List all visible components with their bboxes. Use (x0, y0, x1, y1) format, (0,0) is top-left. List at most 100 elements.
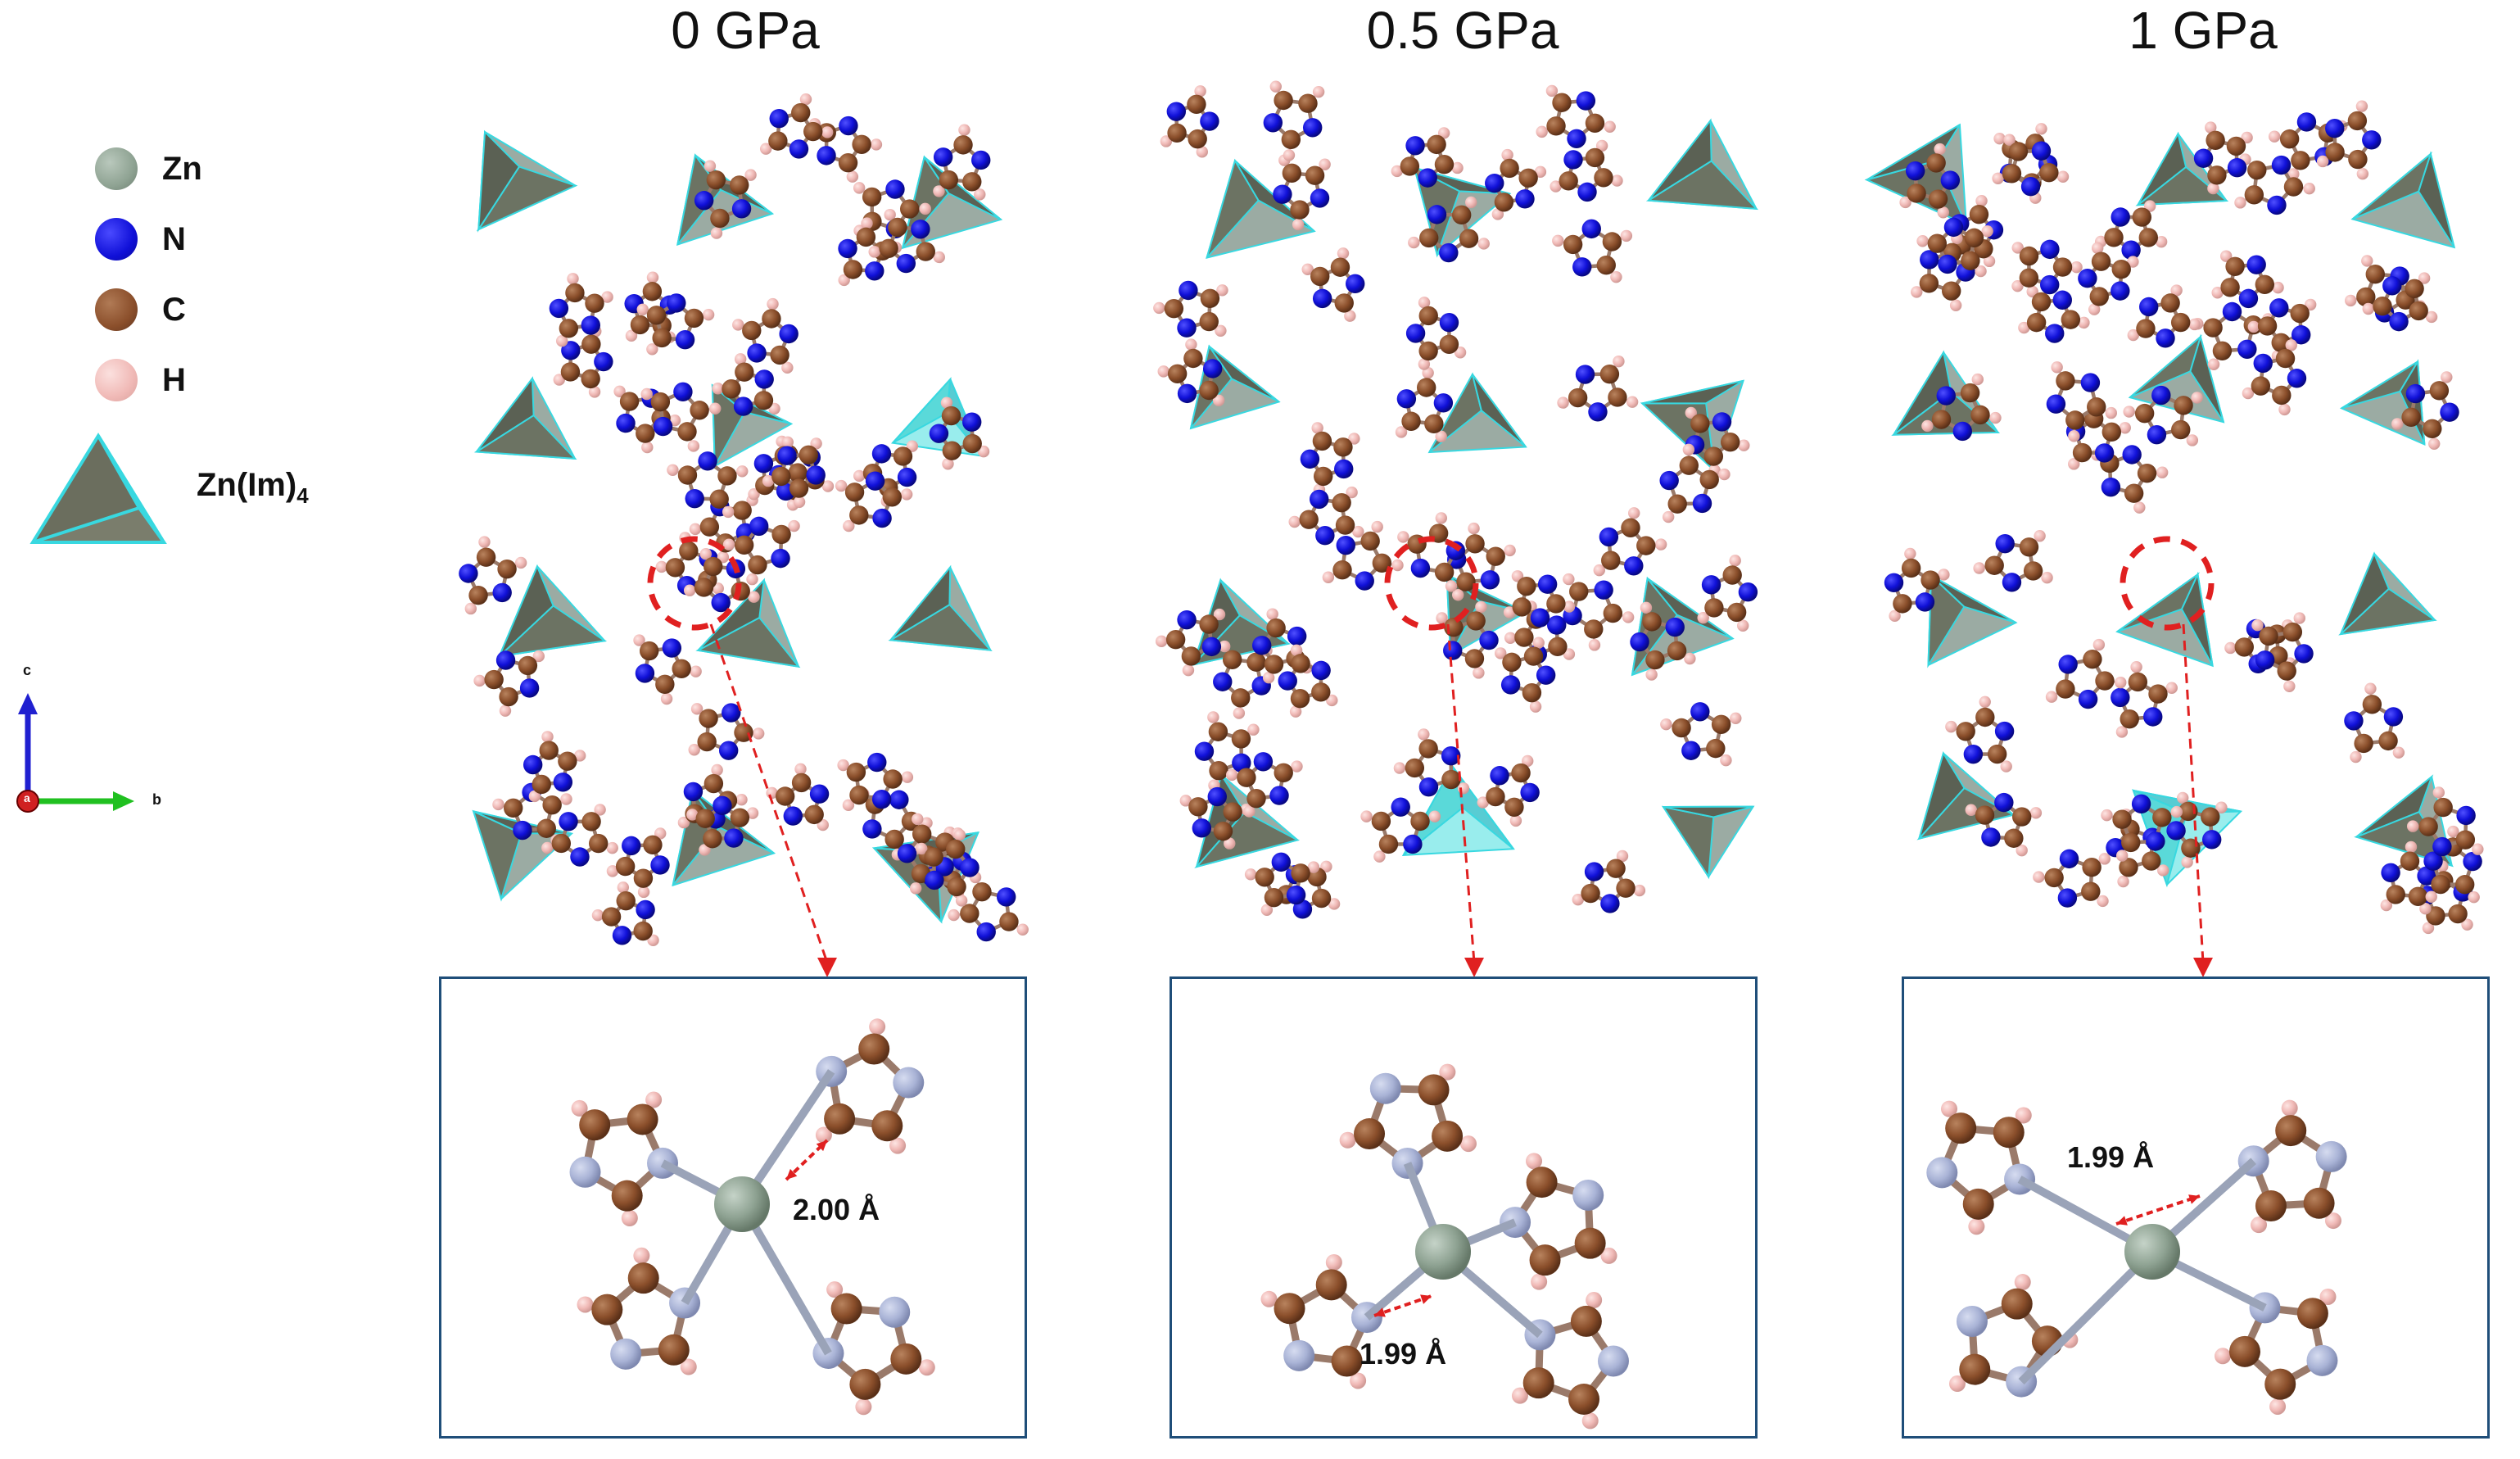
nitrogen-atom (1302, 118, 1323, 138)
carbon-atom (1514, 628, 1534, 647)
hydrogen-atom (1622, 611, 1635, 623)
hydrogen-atom (1529, 700, 1542, 713)
nitrogen-atom (809, 784, 830, 804)
nitrogen-atom (1418, 777, 1439, 797)
nitrogen-atom (1572, 1179, 1604, 1211)
hydrogen-atom (722, 505, 735, 519)
carbon-atom (679, 541, 699, 561)
carbon-atom (2132, 207, 2151, 227)
hydrogen-atom (1260, 1290, 1278, 1307)
carbon-atom (2365, 265, 2385, 284)
carbon-atom (1418, 1074, 1450, 1106)
carbon-atom (962, 172, 982, 192)
nitrogen-atom (722, 703, 741, 723)
nitrogen-atom (1599, 527, 1619, 547)
nitrogen-atom (897, 844, 917, 863)
nitrogen-atom (2131, 794, 2151, 814)
hydrogen-atom (1965, 804, 1977, 816)
carbon-atom (912, 824, 932, 844)
carbon-atom (1459, 229, 1479, 248)
nitrogen-atom (1594, 580, 1613, 600)
nitrogen-atom (1310, 188, 1330, 208)
hydrogen-atom (1522, 754, 1534, 768)
carbon-atom (1199, 614, 1219, 634)
nitrogen-atom (1630, 632, 1649, 652)
carbon-atom (1603, 603, 1623, 623)
carbon-atom (611, 1180, 643, 1212)
carbon-atom (1266, 618, 1286, 638)
hydrogen-atom (2068, 458, 2080, 470)
hydrogen-atom (1938, 569, 1950, 581)
carbon-atom (972, 881, 992, 902)
carbon-atom (862, 187, 882, 207)
hydrogen-atom (478, 536, 491, 548)
nitrogen-atom (1355, 571, 1374, 591)
carbon-atom (1274, 1293, 1305, 1325)
nitrogen-atom (2111, 281, 2130, 301)
nitrogen-atom (2255, 650, 2275, 670)
hydrogen-atom (528, 790, 541, 803)
nitrogen-atom (1490, 766, 1509, 786)
hydrogen-atom (2092, 638, 2106, 651)
highlight-arrow (709, 623, 829, 963)
hydrogen-atom (1454, 347, 1467, 359)
carbon-atom (1679, 455, 1699, 475)
carbon-atom (1291, 863, 1310, 883)
carbon-atom (1486, 546, 1505, 566)
carbon-atom (2226, 136, 2246, 156)
nitrogen-atom (731, 199, 752, 219)
hydrogen-atom (815, 1126, 832, 1144)
hydrogen-atom (1626, 396, 1639, 408)
carbon-atom (2433, 797, 2453, 818)
carbon-atom (2378, 731, 2398, 751)
carbon-atom (1672, 718, 1691, 738)
carbon-atom (730, 175, 749, 195)
hydrogen-atom (689, 523, 702, 536)
carbon-atom (1418, 739, 1438, 759)
carbon-atom (1315, 1269, 1347, 1301)
nitrogen-atom (2040, 274, 2060, 295)
nitrogen-atom (2463, 851, 2482, 872)
nitrogen-atom (2389, 311, 2409, 332)
nitrogen-atom (1166, 102, 1187, 121)
nitrogen-atom (1690, 702, 1710, 722)
hydrogen-atom (1319, 158, 1331, 170)
zn-polyhedron-face (476, 376, 535, 453)
carbon-atom (1901, 558, 1921, 578)
hydrogen-atom (1738, 439, 1750, 451)
carbon-atom (1486, 786, 1505, 807)
nitrogen-atom (896, 253, 916, 274)
carbon-atom (2207, 165, 2227, 185)
carbon-atom (2120, 709, 2139, 729)
hydrogen-atom (1233, 707, 1246, 719)
carbon-atom (2356, 287, 2376, 307)
nitrogen-atom (2382, 276, 2402, 296)
carbon-atom (1526, 1167, 1558, 1198)
hydrogen-atom (2355, 100, 2368, 112)
nitrogen-atom (2193, 148, 2214, 168)
hydrogen-atom (683, 584, 696, 596)
hydrogen-atom (2356, 167, 2369, 180)
bond-length-arrowhead (2188, 1194, 2200, 1204)
hydrogen-atom (1581, 1412, 1599, 1430)
hydrogen-atom (712, 383, 724, 395)
hydrogen-atom (1640, 601, 1653, 614)
hydrogen-atom (2034, 530, 2046, 542)
carbon-atom (2026, 312, 2047, 333)
hydrogen-atom (826, 1281, 844, 1298)
nitrogen-atom (2166, 821, 2186, 841)
legend-zn-label: Zn (162, 151, 202, 187)
carbon-atom (2083, 649, 2102, 669)
carbon-atom (1504, 797, 1524, 817)
zn-polyhedron-face (2137, 131, 2187, 206)
hydrogen-atom (492, 798, 504, 811)
highlight-circle (1384, 536, 1479, 631)
hydrogen-atom (2281, 1099, 2298, 1117)
carbon-atom (2102, 422, 2121, 442)
highlight-arrowhead (2193, 958, 2213, 977)
hydrogen-atom (1016, 923, 1029, 936)
nitrogen-atom (683, 782, 704, 802)
hydrogen-atom (953, 829, 966, 841)
carbon-atom (888, 217, 907, 238)
nitrogen-atom (1515, 189, 1535, 209)
